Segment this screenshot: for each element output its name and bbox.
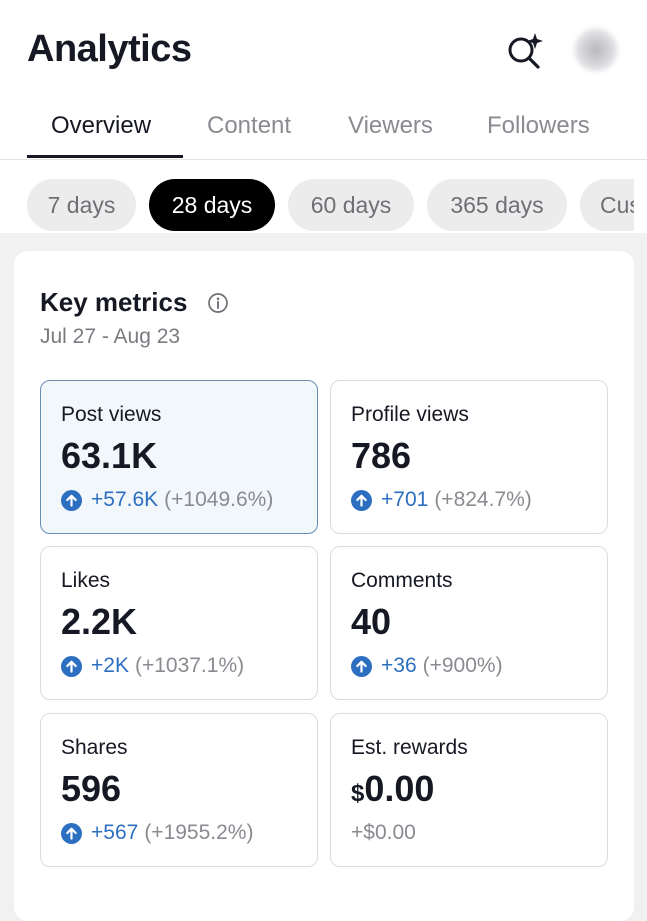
metric-value: 40 — [351, 601, 392, 642]
info-icon[interactable] — [207, 292, 229, 314]
date-range-text: Jul 27 - Aug 23 — [40, 325, 181, 348]
metric-change: +567 (+1955.2%) — [61, 821, 253, 845]
arrow-up-icon — [61, 655, 82, 677]
metric-change: +701 (+824.7%) — [351, 488, 532, 512]
metric-value: 2.2K — [61, 601, 138, 642]
arrow-up-icon — [351, 655, 372, 677]
avatar[interactable] — [574, 28, 618, 72]
date-range-chips: 7 days 28 days 60 days 365 days Custom — [0, 179, 634, 231]
metric-card-comments[interactable]: Comments 40 +36 (+900%) — [330, 546, 608, 700]
arrow-up-icon — [61, 822, 82, 844]
metric-card-shares[interactable]: Shares 596 +567 (+1955.2%) — [40, 713, 318, 867]
metric-value-amount: 0.00 — [364, 768, 435, 809]
metric-label: Shares — [61, 736, 128, 759]
metric-change: +$0.00 — [351, 821, 416, 845]
range-chip-28-days[interactable]: 28 days — [149, 179, 275, 231]
key-metrics-title: Key metrics — [40, 287, 188, 317]
metric-delta: +36 — [381, 654, 417, 677]
range-chip-7-days[interactable]: 7 days — [27, 179, 136, 231]
metric-card-post-views[interactable]: Post views 63.1K +57.6K (+1049.6%) — [40, 380, 318, 534]
metric-card-profile-views[interactable]: Profile views 786 +701 (+824.7%) — [330, 380, 608, 534]
range-chip-custom[interactable]: Custom — [580, 179, 634, 231]
metric-delta: +57.6K — [91, 488, 159, 511]
metric-label: Likes — [61, 569, 111, 592]
sparkle-search-icon[interactable] — [504, 30, 546, 72]
arrow-up-icon — [351, 489, 372, 511]
tab-bar: Overview Content Viewers Followers — [0, 106, 647, 160]
metric-delta: +$0.00 — [351, 821, 416, 844]
metric-change: +57.6K (+1049.6%) — [61, 488, 273, 512]
metric-label: Est. rewards — [351, 736, 468, 759]
tab-overview[interactable]: Overview — [51, 112, 152, 139]
metric-label: Profile views — [351, 403, 469, 426]
metric-value: $0.00 — [351, 768, 434, 810]
tab-viewers[interactable]: Viewers — [348, 112, 433, 139]
metric-delta: +701 — [381, 488, 429, 511]
metric-delta-percent: (+824.7%) — [434, 488, 532, 511]
arrow-up-icon — [61, 489, 82, 511]
metric-value: 63.1K — [61, 435, 158, 476]
metric-delta-percent: (+1049.6%) — [164, 488, 274, 511]
metric-value: 596 — [61, 768, 122, 809]
range-chip-365-days[interactable]: 365 days — [427, 179, 567, 231]
range-chip-60-days[interactable]: 60 days — [288, 179, 414, 231]
metric-delta-percent: (+1955.2%) — [144, 821, 254, 844]
key-metrics-panel: Key metrics Jul 27 - Aug 23 Post views 6… — [14, 251, 634, 921]
currency-symbol: $ — [351, 780, 365, 807]
metric-label: Post views — [61, 403, 162, 426]
metric-card-est-rewards[interactable]: Est. rewards $0.00 +$0.00 — [330, 713, 608, 867]
metric-delta: +567 — [91, 821, 139, 844]
metric-delta-percent: (+900%) — [422, 654, 503, 677]
metric-delta: +2K — [91, 654, 129, 677]
header-area: Analytics Overview Content Viewers Follo… — [0, 0, 647, 233]
metric-change: +2K (+1037.1%) — [61, 654, 244, 678]
metric-change: +36 (+900%) — [351, 654, 503, 678]
metric-label: Comments — [351, 569, 453, 592]
active-tab-indicator — [27, 155, 183, 158]
metric-card-likes[interactable]: Likes 2.2K +2K (+1037.1%) — [40, 546, 318, 700]
tab-followers[interactable]: Followers — [487, 112, 590, 139]
page-title: Analytics — [27, 28, 192, 70]
tab-content[interactable]: Content — [207, 112, 292, 139]
metric-delta-percent: (+1037.1%) — [134, 654, 245, 677]
metric-value: 786 — [351, 435, 412, 476]
